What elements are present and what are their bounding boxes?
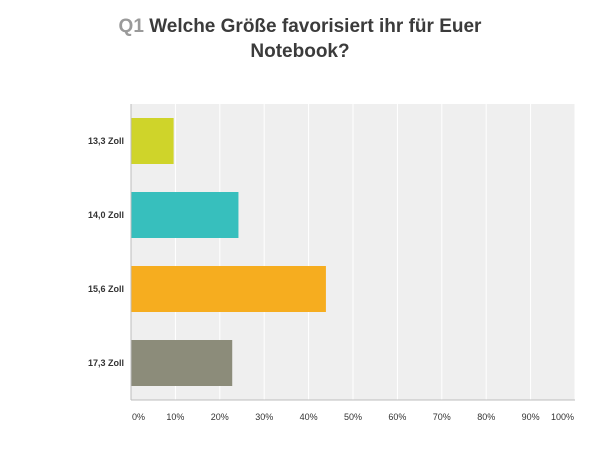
question-text: Welche Größe favorisiert ihr für Euer No… [149,16,482,62]
chart-title: Q1 Welche Größe favorisiert ihr für Euer… [80,14,520,64]
bar-3 [131,266,326,312]
category-label: 13,3 Zoll [88,136,124,146]
x-tick-label: 90% [522,412,540,422]
x-tick-label: 80% [477,412,495,422]
x-tick-label: 20% [211,412,229,422]
category-label: 14,0 Zoll [88,210,124,220]
x-tick-label: 0% [132,412,145,422]
x-tick-label: 70% [433,412,451,422]
x-tick-label: 10% [166,412,184,422]
category-label: 15,6 Zoll [88,284,124,294]
bar-1 [131,118,174,164]
question-number: Q1 [118,16,144,37]
x-tick-label: 30% [255,412,273,422]
x-tick-label: 50% [344,412,362,422]
category-label: 17,3 Zoll [88,358,124,368]
x-tick-label: 40% [300,412,318,422]
bar-2 [131,192,239,238]
x-tick-label: 60% [388,412,406,422]
bar-4 [131,340,233,386]
x-tick-label: 100% [551,412,574,422]
